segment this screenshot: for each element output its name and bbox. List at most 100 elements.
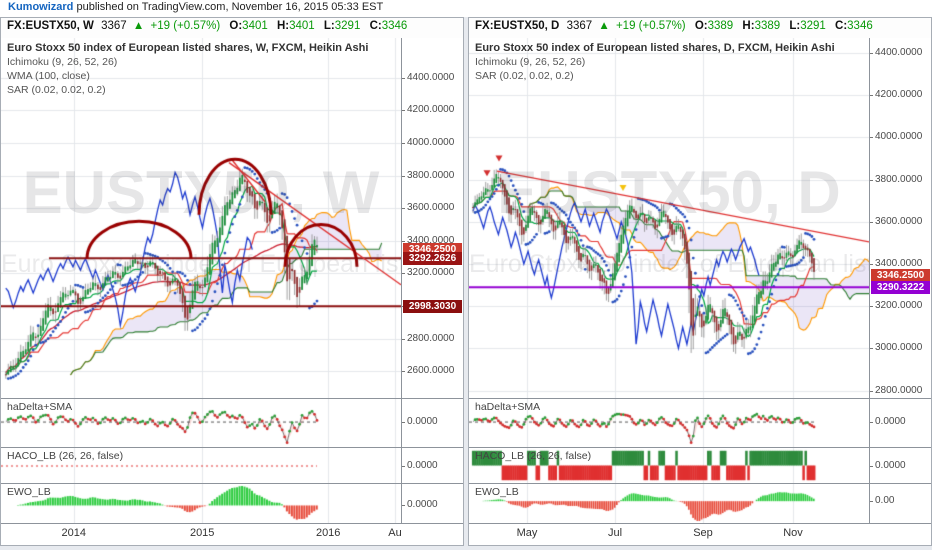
haco-axis[interactable]: 0.0000 (401, 448, 463, 484)
daily-ewo-panel[interactable]: EWO_LB (469, 484, 869, 524)
ewo-zero-label: 0.0000 (402, 499, 438, 511)
open-value: 3389 (707, 20, 734, 32)
haco-axis[interactable]: 0.0000 (869, 448, 931, 484)
legend-line[interactable]: SAR (0.02, 0.02, 0.2) (475, 70, 574, 82)
price-tag: 3290.3222 (871, 280, 930, 294)
hadelta-label[interactable]: haDelta+SMA (7, 401, 73, 413)
symbol-label[interactable]: FX:EUSTX50, W (7, 20, 94, 32)
hadelta-zero-label: 0.0000 (402, 415, 438, 427)
hadelta-canvas[interactable] (469, 399, 869, 447)
symbol-label[interactable]: FX:EUSTX50, D (475, 20, 560, 32)
close-label: C: (369, 20, 382, 32)
daily-ohlc-header: FX:EUSTX50, D 3367 ▲ +19 (+0.57%) O:3389… (469, 18, 931, 38)
haco-canvas[interactable] (1, 448, 401, 483)
hadelta-axis[interactable]: 0.0000 (869, 399, 931, 448)
daily-main-chart[interactable]: EUSTX50, D Euro Stoxx 50 index of Europe… (469, 38, 869, 399)
weekly-price-axis[interactable]: 4400.0000 4200.0000 4000.0000 3800.0000 3600… (401, 38, 463, 399)
weekly-ewo-panel[interactable]: EWO_LB (1, 484, 401, 524)
price-tag: 2998.3030 (403, 299, 462, 313)
daily-time-axis[interactable]: May Jul Sep Nov (469, 524, 931, 545)
price-axis-tick: 2800.0000 (870, 384, 923, 396)
published-text: published on TradingView.com, November 1… (73, 1, 384, 13)
time-axis-tick: 2014 (61, 527, 87, 539)
last-price: 3367 (566, 20, 593, 32)
publisher-link[interactable]: Kumowizard (8, 1, 74, 13)
high-value: 3389 (754, 20, 781, 32)
time-axis-tick: 2016 (315, 527, 341, 539)
price-axis-tick: 3400.0000 (870, 258, 923, 269)
time-axis-tick: Jul (607, 527, 623, 539)
daily-price-axis[interactable]: 4400.0000 4200.0000 4000.0000 3800.0000 3600… (869, 38, 931, 399)
price-axis-tick: 4400.0000 (402, 71, 455, 83)
change-value: +19 (+0.57%) (615, 20, 686, 32)
price-axis-tick: 3800.0000 (870, 173, 923, 185)
haco-label[interactable]: HACO_LB (26, 26, false) (475, 450, 592, 462)
daily-haco-panel[interactable]: HACO_LB (26, 26, false) (469, 448, 869, 484)
hadelta-canvas[interactable] (1, 399, 401, 447)
close-value: 3346 (381, 20, 408, 32)
legend-line[interactable]: Euro Stoxx 50 index of European listed s… (7, 42, 369, 54)
price-axis-tick: 3800.0000 (402, 169, 455, 181)
daily-price-canvas[interactable] (469, 38, 869, 398)
weekly-chart-panel: FX:EUSTX50, W 3367 ▲ +19 (+0.57%) O:3401… (0, 17, 464, 546)
legend-line[interactable]: Ichimoku (9, 26, 52, 26) (7, 56, 118, 68)
haco-label[interactable]: HACO_LB (26, 26, false) (7, 450, 124, 462)
open-label: O: (694, 20, 708, 32)
daily-hadelta-panel[interactable]: haDelta+SMA (469, 399, 869, 448)
legend-line[interactable]: SAR (0.02, 0.02, 0.2) (7, 84, 106, 96)
ewo-label[interactable]: EWO_LB (475, 486, 519, 498)
hadelta-axis[interactable]: 0.0000 (401, 399, 463, 448)
daily-chart-panel: FX:EUSTX50, D 3367 ▲ +19 (+0.57%) O:3389… (468, 17, 932, 546)
change-arrow-icon: ▲ (132, 20, 145, 32)
weekly-legend: Euro Stoxx 50 index of European listed s… (7, 41, 368, 97)
haco-zero-label: 0.0000 (402, 459, 438, 471)
change-arrow-icon: ▲ (598, 20, 610, 32)
time-axis-tick: Au (388, 527, 402, 539)
price-axis-tick: 3400.0000 (402, 234, 455, 246)
low-label: L: (323, 20, 335, 32)
price-axis-tick: 3200.0000 (402, 267, 455, 279)
ewo-canvas[interactable] (469, 484, 869, 523)
ewo-axis[interactable]: 0.00 (869, 484, 931, 524)
publisher-bar: Kumowizard published on TradingView.com,… (0, 0, 932, 17)
price-axis-tick: 4200.0000 (870, 89, 923, 101)
close-label: C: (835, 20, 848, 32)
price-axis-tick: 2600.0000 (402, 365, 455, 377)
ewo-axis[interactable]: 0.0000 (401, 484, 463, 524)
change-value: +19 (+0.57%) (150, 20, 221, 32)
close-value: 3346 (847, 20, 873, 32)
last-price: 3367 (101, 20, 127, 32)
weekly-haco-panel[interactable]: HACO_LB (26, 26, false) (1, 448, 401, 484)
price-axis-tick: 3200.0000 (870, 300, 923, 312)
time-axis-tick: 2015 (189, 527, 215, 539)
ewo-zero-label: 0.00 (869, 495, 895, 507)
weekly-price-canvas[interactable] (1, 38, 401, 398)
low-value: 3291 (334, 20, 361, 32)
price-axis-tick: 4000.0000 (402, 137, 455, 149)
legend-line[interactable]: Euro Stoxx 50 index of European listed s… (475, 42, 835, 54)
legend-line[interactable]: WMA (100, close) (7, 70, 90, 82)
price-axis-tick: 4000.0000 (870, 131, 923, 143)
ewo-label[interactable]: EWO_LB (7, 486, 51, 498)
high-label: H: (276, 20, 290, 32)
price-axis-tick: 4200.0000 (402, 104, 455, 116)
high-label: H: (742, 20, 755, 32)
weekly-hadelta-panel[interactable]: haDelta+SMA (1, 399, 401, 448)
price-axis-tick: 2800.0000 (402, 332, 455, 344)
hadelta-label[interactable]: haDelta+SMA (475, 401, 541, 413)
price-axis-tick: 3600.0000 (870, 215, 923, 227)
price-axis-tick: 3600.0000 (402, 202, 455, 214)
charts-row: FX:EUSTX50, W 3367 ▲ +19 (+0.57%) O: 3401… (0, 17, 932, 546)
weekly-main-chart[interactable]: EUSTX50, W Euro Stoxx 50 index of Europe… (1, 38, 401, 399)
price-tag: 3292.2626 (403, 251, 462, 265)
price-axis-tick: 4400.0000 (870, 46, 923, 58)
haco-canvas[interactable] (469, 448, 869, 483)
weekly-time-axis[interactable]: 2014 2015 2016 Au (1, 524, 463, 545)
price-axis-tick: 3000.0000 (870, 342, 923, 354)
high-value: 3401 (289, 20, 315, 32)
ewo-canvas[interactable] (1, 484, 401, 523)
low-label: L: (789, 20, 801, 32)
hadelta-zero-label: 0.0000 (870, 415, 906, 427)
price-tag: 3346.2500 (871, 268, 930, 282)
legend-line[interactable]: Ichimoku (9, 26, 52, 26) (475, 56, 586, 68)
